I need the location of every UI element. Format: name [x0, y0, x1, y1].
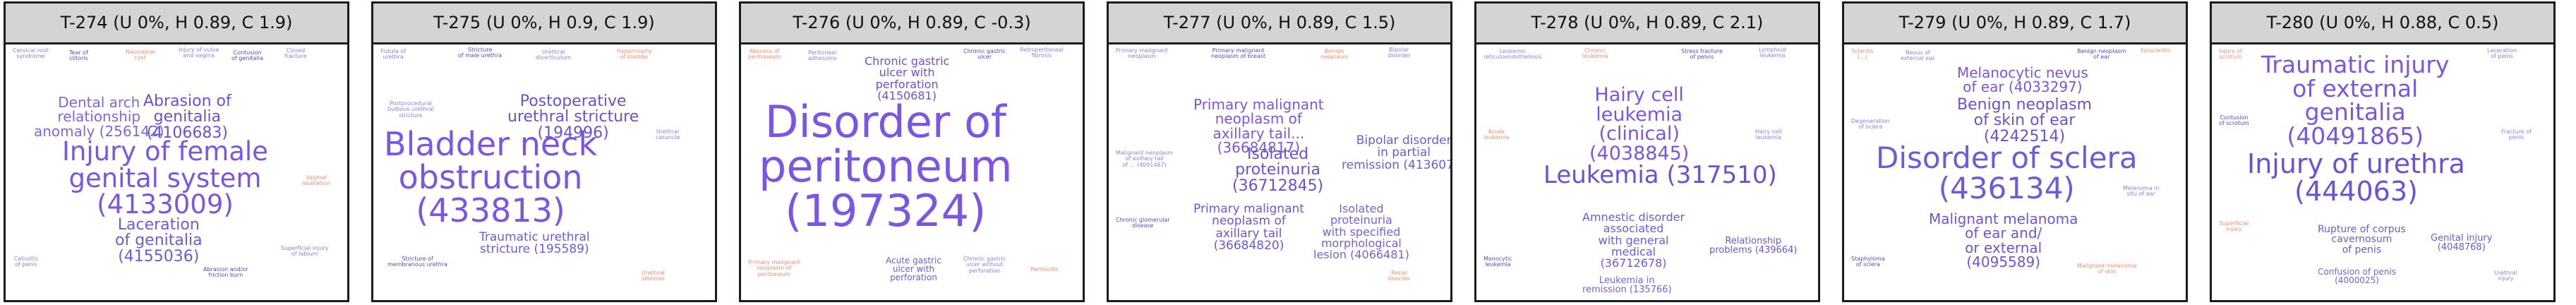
cloud-word: Laceration of genitalia (4155036) [115, 216, 203, 265]
cloud-word: Melanocytic nevus of ear (4033297) [1957, 64, 2088, 96]
cloud-word: Rupture of corpus cavernosum of penis [2318, 224, 2406, 256]
cloud-word: Primary malignant neoplasm of axillary t… [1193, 202, 1304, 253]
cloud-word: Relationship problems (439664) [1709, 236, 1798, 256]
cloud-word: Isolated proteinuria (36712845) [1232, 145, 1324, 195]
word-cloud: Bladder neck obstruction (433813) Postop… [380, 47, 680, 282]
cloud-word: Disorder of sclera (436134) [1876, 140, 2138, 205]
cloud-word: Acute gastric ulcer with perforation [886, 256, 941, 283]
panel-title: T-274 (U 0%, H 0.89, C 1.9) [6, 4, 347, 44]
cloud-word: Injury of urethra (444063) [2247, 148, 2465, 207]
panel-title: T-275 (U 0%, H 0.9, C 1.9) [373, 4, 715, 44]
word-cloud: Injury of female genital system (4133009… [13, 47, 330, 279]
word-cloud: Disorder of peritoneum (197324) Chronic … [748, 47, 1064, 283]
topic-panel: T-274 (U 0%, H 0.89, C 1.9) Injury of fe… [4, 1, 349, 302]
word-cloud: Hairy cell leukemia (clinical) (4038845)… [1483, 47, 1798, 296]
word-cloud: Primary malignant neoplasm of axillary t… [1109, 44, 1450, 300]
cloud-word: Hairy cell leukemia (clinical) (4038845) [1589, 84, 1690, 165]
cloud-word: Leukemia in remission (135766) [1582, 275, 1672, 296]
panel-title: T-277 (U 0%, H 0.89, C 1.5) [1109, 4, 1450, 44]
panel-title: T-278 (U 0%, H 0.89, C 2.1) [1476, 4, 1818, 44]
cloud-word: Leukemia (317510) [1543, 161, 1777, 189]
topic-panel: T-276 (U 0%, H 0.89, C -0.3) Disorder of… [739, 1, 1085, 302]
word-cloud: Traumatic injury of external genitalia (… [2219, 47, 2532, 286]
panel-title: T-279 (U 0%, H 0.89, C 1.7) [1844, 4, 2186, 44]
topic-panel: T-280 (U 0%, H 0.88, C 0.5) Traumatic in… [2210, 1, 2556, 302]
cloud-word: Abrasion of genitalia (4106683) [143, 92, 231, 142]
cloud-word: Isolated proteinuria with specified morp… [1313, 202, 1409, 262]
cloud-word: Confusion of penis (4000025) [2318, 267, 2397, 286]
cloud-word: Traumatic urethral stricture (195589) [479, 230, 590, 257]
cloud-word: Injury of female genital system (4133009… [62, 136, 268, 220]
cloud-word: Traumatic injury of external genitalia (… [2261, 51, 2450, 150]
word-cloud: Melanocytic nevus of ear (4033297) Benig… [1851, 47, 2172, 275]
cloud-word: Benign neoplasm of skin of ear (4242514) [1957, 96, 2092, 145]
cloud-word: Malignant melanoma of ear and/ or extern… [1929, 210, 2078, 271]
cloud-word: Postoperative urethral stricture (194996… [507, 92, 639, 142]
cloud-word: Dental arch relationship anomaly (256142… [34, 94, 164, 140]
topic-panel: T-277 (U 0%, H 0.89, C 1.5) Primary mali… [1107, 1, 1452, 302]
cloud-word: Bladder neck obstruction (433813) [384, 125, 598, 229]
cloud-word: Amnestic disorder associated with genera… [1582, 210, 1685, 270]
cloud-word: Primary malignant neoplasm of axillary t… [1193, 96, 1324, 157]
cloud-word: Chronic gastric ulcer with perforation (… [865, 54, 950, 102]
cloud-word: Bipolar disorder in partial remission (4… [1342, 133, 1450, 172]
panel-title: T-276 (U 0%, H 0.89, C -0.3) [741, 4, 1083, 44]
topic-panel: T-275 (U 0%, H 0.9, C 1.9) Bladder neck … [371, 1, 717, 302]
topic-panel: T-278 (U 0%, H 0.89, C 2.1) Hairy cell l… [1474, 1, 1820, 302]
cloud-word: Genital injury (4048768) [2431, 233, 2493, 253]
topic-panel: T-279 (U 0%, H 0.89, C 1.7) Melanocytic … [1842, 1, 2188, 302]
cloud-word: Disorder of peritoneum (197324) [759, 96, 1013, 237]
panel-title: T-280 (U 0%, H 0.88, C 0.5) [2212, 4, 2553, 44]
